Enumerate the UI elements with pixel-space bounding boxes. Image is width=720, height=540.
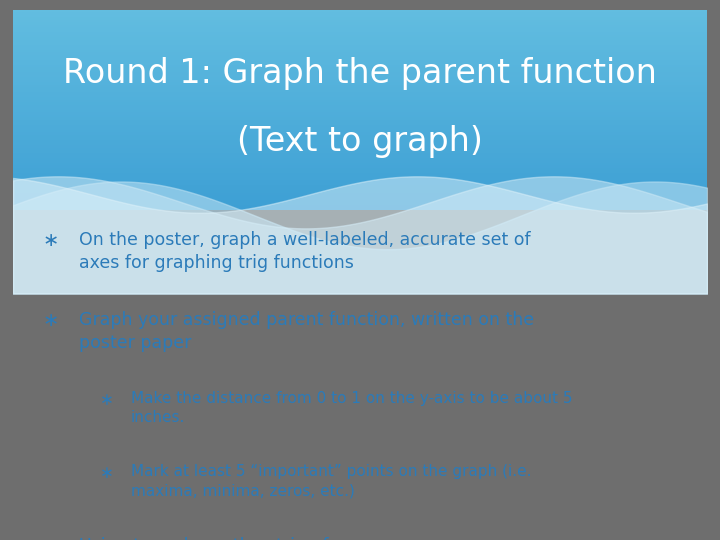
Bar bbox=[13, 19, 707, 22]
Bar bbox=[13, 49, 707, 52]
Bar bbox=[13, 161, 707, 165]
Bar bbox=[13, 207, 707, 210]
Text: ∗: ∗ bbox=[43, 231, 59, 250]
Bar bbox=[13, 119, 707, 123]
Text: Make the distance from 0 to 1 on the y-axis to be about 5
inches.: Make the distance from 0 to 1 on the y-a… bbox=[131, 392, 572, 426]
Bar bbox=[13, 154, 707, 158]
Text: Using tape, hang the strip of wax paper over your
function; trace the parent fun: Using tape, hang the strip of wax paper … bbox=[79, 537, 515, 540]
Bar bbox=[13, 86, 707, 90]
Bar bbox=[13, 11, 707, 15]
Bar bbox=[13, 189, 707, 193]
Bar bbox=[13, 139, 707, 143]
Bar bbox=[13, 131, 707, 135]
Bar bbox=[13, 84, 707, 87]
Bar bbox=[13, 137, 707, 140]
Bar bbox=[13, 159, 707, 163]
Bar bbox=[13, 204, 707, 208]
Bar bbox=[13, 111, 707, 115]
Bar bbox=[13, 9, 707, 12]
Text: Mark at least 5 “important” points on the graph (i.e.
maxima, minima, zeros, etc: Mark at least 5 “important” points on th… bbox=[131, 464, 531, 498]
Bar bbox=[13, 33, 707, 37]
Bar bbox=[13, 102, 707, 105]
Bar bbox=[13, 96, 707, 100]
Text: Graph your assigned parent function, written on the
poster paper: Graph your assigned parent function, wri… bbox=[79, 311, 534, 352]
Bar bbox=[13, 79, 707, 83]
Bar bbox=[13, 179, 707, 183]
Bar bbox=[13, 56, 707, 60]
Text: ∗: ∗ bbox=[43, 537, 59, 540]
Bar bbox=[13, 16, 707, 20]
Bar bbox=[13, 166, 707, 170]
Bar bbox=[13, 51, 707, 55]
Bar bbox=[13, 74, 707, 77]
Bar bbox=[13, 169, 707, 173]
Text: ∗: ∗ bbox=[43, 311, 59, 330]
Bar bbox=[13, 104, 707, 107]
Bar bbox=[13, 124, 707, 127]
Bar bbox=[13, 69, 707, 72]
Bar bbox=[13, 71, 707, 75]
Bar bbox=[13, 41, 707, 45]
Bar bbox=[13, 141, 707, 145]
Text: Round 1: Graph the parent function: Round 1: Graph the parent function bbox=[63, 57, 657, 90]
Bar bbox=[13, 134, 707, 138]
Bar bbox=[13, 76, 707, 80]
Bar bbox=[13, 164, 707, 167]
Bar bbox=[13, 149, 707, 152]
Bar bbox=[13, 39, 707, 42]
Bar bbox=[13, 201, 707, 205]
Bar bbox=[13, 31, 707, 35]
Bar bbox=[13, 59, 707, 62]
Bar bbox=[13, 61, 707, 65]
Bar bbox=[13, 117, 707, 120]
Bar bbox=[13, 174, 707, 178]
Bar bbox=[13, 146, 707, 150]
Bar bbox=[13, 21, 707, 25]
Bar bbox=[13, 14, 707, 17]
Bar bbox=[13, 91, 707, 95]
Bar bbox=[13, 129, 707, 132]
Bar bbox=[13, 46, 707, 50]
Bar bbox=[13, 194, 707, 198]
Bar bbox=[13, 66, 707, 70]
Bar bbox=[13, 109, 707, 112]
Bar bbox=[13, 44, 707, 48]
Bar bbox=[13, 64, 707, 68]
Bar bbox=[13, 89, 707, 92]
Bar bbox=[13, 172, 707, 175]
Bar bbox=[13, 106, 707, 110]
Bar bbox=[13, 192, 707, 195]
Bar bbox=[13, 197, 707, 200]
Bar bbox=[13, 82, 707, 85]
Bar bbox=[13, 152, 707, 155]
Text: (Text to graph): (Text to graph) bbox=[237, 125, 483, 158]
Bar bbox=[13, 24, 707, 27]
Bar bbox=[13, 94, 707, 97]
Bar bbox=[13, 184, 707, 187]
Bar bbox=[13, 29, 707, 32]
Bar bbox=[13, 26, 707, 30]
Bar bbox=[13, 99, 707, 103]
Text: ∗: ∗ bbox=[100, 464, 114, 482]
Bar bbox=[13, 114, 707, 117]
Text: ∗: ∗ bbox=[100, 392, 114, 409]
Bar bbox=[13, 186, 707, 190]
Text: On the poster, graph a well-labeled, accurate set of
axes for graphing trig func: On the poster, graph a well-labeled, acc… bbox=[79, 231, 531, 272]
Bar bbox=[13, 36, 707, 40]
Bar bbox=[13, 181, 707, 185]
Bar bbox=[13, 157, 707, 160]
Bar bbox=[13, 144, 707, 147]
Bar bbox=[13, 177, 707, 180]
Bar bbox=[13, 199, 707, 202]
Bar bbox=[13, 54, 707, 57]
Bar bbox=[13, 122, 707, 125]
Bar bbox=[13, 126, 707, 130]
